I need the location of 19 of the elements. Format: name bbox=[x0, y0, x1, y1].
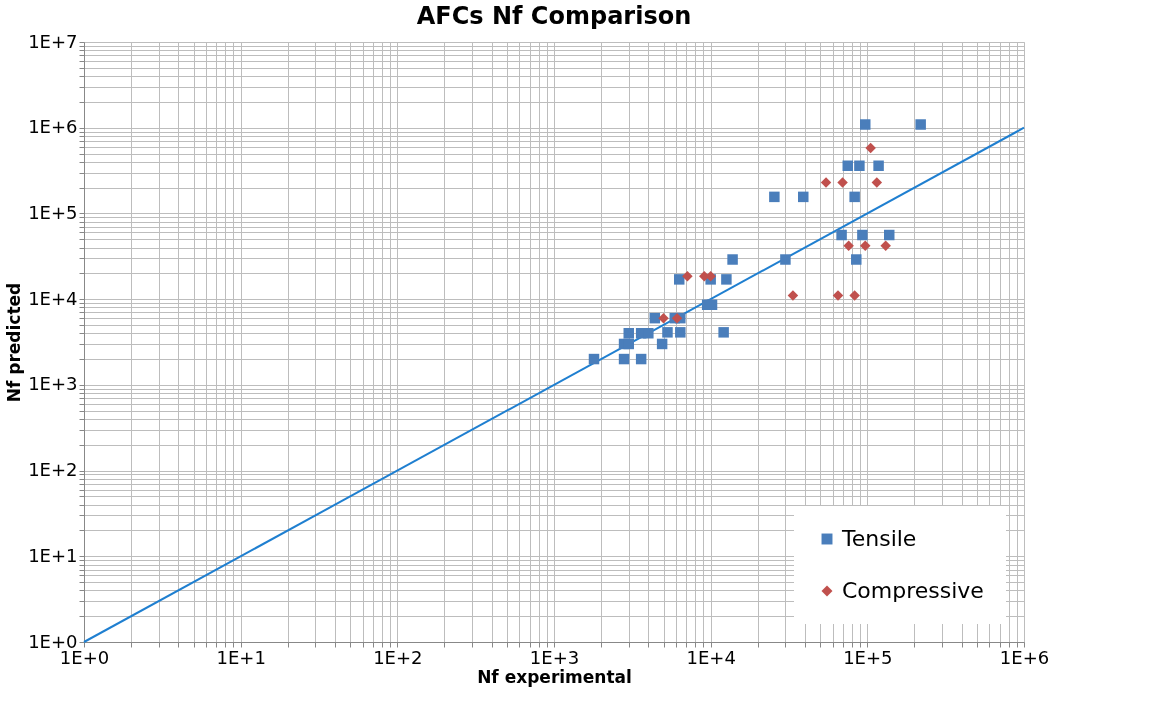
x-tick-label: 1E+4 bbox=[686, 646, 736, 668]
y-tick-label: 1E+4 bbox=[28, 287, 78, 309]
x-tick-label: 1E+3 bbox=[529, 646, 580, 668]
x-tick-label: 1E+2 bbox=[373, 646, 423, 668]
y-tick-label: 1E+3 bbox=[28, 373, 78, 395]
x-tick-label: 1E+6 bbox=[999, 646, 1050, 668]
y-tick-label: 1E+2 bbox=[28, 459, 78, 481]
y-axis-title: Nf predicted bbox=[4, 282, 25, 403]
legend-label: Tensile bbox=[841, 526, 917, 551]
y-tick-label: 1E+5 bbox=[28, 201, 78, 223]
chart-title: AFCs Nf Comparison bbox=[416, 2, 692, 30]
y-tick-label: 1E+0 bbox=[28, 630, 78, 652]
legend-label: Compressive bbox=[842, 578, 984, 603]
y-tick-label: 1E+1 bbox=[28, 544, 78, 566]
x-axis-title: Nf experimental bbox=[477, 666, 632, 687]
x-tick-label: 1E+5 bbox=[843, 646, 893, 668]
y-tick-label: 1E+7 bbox=[28, 30, 78, 52]
x-tick-label: 1E+1 bbox=[216, 646, 266, 668]
y-tick-label: 1E+6 bbox=[28, 116, 78, 138]
